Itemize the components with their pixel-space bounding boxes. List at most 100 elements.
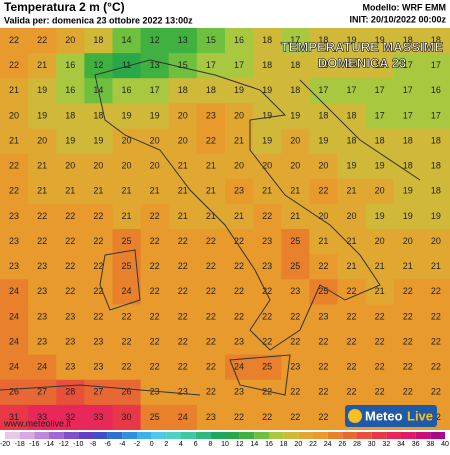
legend-label: -4 xyxy=(119,441,125,448)
temp-value: 18 xyxy=(318,110,328,120)
temp-value: 22 xyxy=(206,336,216,346)
temp-value: 21 xyxy=(290,186,300,196)
temp-cell xyxy=(56,178,85,205)
temp-cell xyxy=(365,53,395,79)
temp-cell xyxy=(84,379,113,406)
legend-swatch xyxy=(430,432,445,439)
temp-value: 20 xyxy=(150,135,160,145)
temp-value: 19 xyxy=(347,161,357,171)
temp-value: 22 xyxy=(93,211,103,221)
temp-value: 24 xyxy=(9,336,19,346)
temp-cell xyxy=(56,304,85,330)
temp-value: 22 xyxy=(262,412,272,422)
temp-cell xyxy=(337,304,367,330)
temp-value: 22 xyxy=(93,261,103,271)
temp-value: 23 xyxy=(318,311,328,321)
temp-cell xyxy=(84,329,113,356)
temp-value: 20 xyxy=(234,110,244,120)
temp-cell xyxy=(0,354,29,381)
temp-value: 22 xyxy=(206,286,216,296)
temp-value: 24 xyxy=(37,362,47,372)
temp-cell xyxy=(28,254,57,280)
temp-value: 25 xyxy=(290,261,300,271)
temp-value: 20 xyxy=(290,161,300,171)
temp-value: 23 xyxy=(9,236,19,246)
temp-cell xyxy=(281,354,310,381)
legend-swatch xyxy=(298,432,313,439)
temp-cell xyxy=(196,304,226,330)
temp-cell xyxy=(253,304,282,330)
temp-cell xyxy=(337,354,367,381)
temp-value: 18 xyxy=(347,135,357,145)
temp-value: 23 xyxy=(37,311,47,321)
temp-value: 19 xyxy=(431,211,441,221)
temp-cell xyxy=(225,178,254,205)
temp-cell xyxy=(253,354,282,381)
temp-value: 18 xyxy=(431,35,441,45)
temp-value: 22 xyxy=(347,387,357,397)
temp-value: 22 xyxy=(122,362,132,372)
temp-cell xyxy=(56,354,85,381)
temp-cell xyxy=(168,329,198,356)
temp-value: 25 xyxy=(262,362,272,372)
temp-value: 20 xyxy=(234,161,244,171)
logo-live: Live xyxy=(407,408,433,423)
temp-value: 27 xyxy=(93,387,103,397)
temp-value: 22 xyxy=(318,362,328,372)
temp-value: 22 xyxy=(290,311,300,321)
temp-cell xyxy=(393,254,423,280)
temp-value: 11 xyxy=(122,60,131,70)
temp-cell xyxy=(281,53,310,79)
temp-value: 22 xyxy=(375,311,385,321)
temp-cell xyxy=(196,229,226,255)
temp-cell xyxy=(112,229,142,255)
temp-value: 18 xyxy=(318,35,328,45)
temp-value: 17 xyxy=(206,60,216,70)
temp-cell xyxy=(0,178,29,205)
temp-cell xyxy=(56,279,85,305)
temp-value: 19 xyxy=(262,110,272,120)
temp-cell xyxy=(84,354,113,381)
temp-value: 23 xyxy=(65,336,75,346)
temp-cell xyxy=(84,229,113,255)
temp-cell xyxy=(309,254,338,280)
temp-value: 20 xyxy=(318,161,328,171)
temp-cell xyxy=(196,103,226,129)
temp-cell xyxy=(309,78,338,104)
temp-value: 17 xyxy=(347,85,357,95)
temp-value: 17 xyxy=(375,110,385,120)
temp-cell xyxy=(365,153,395,180)
temp-cell xyxy=(225,229,254,255)
temp-value: 17 xyxy=(403,85,413,95)
temp-value: 20 xyxy=(375,186,385,196)
temp-cell xyxy=(281,279,310,305)
temp-value: 22 xyxy=(234,236,244,246)
temp-value: 22 xyxy=(65,211,75,221)
temp-cell xyxy=(421,28,450,54)
temp-cell xyxy=(140,304,170,330)
temp-cell xyxy=(225,279,254,305)
temp-cell xyxy=(56,53,85,79)
temp-value: 22 xyxy=(206,311,216,321)
temp-cell xyxy=(337,229,367,255)
temp-value: 22 xyxy=(403,336,413,346)
temp-value: 16 xyxy=(431,85,441,95)
temp-cell xyxy=(309,354,338,381)
legend-label: 12 xyxy=(236,441,244,448)
temp-value: 19 xyxy=(150,110,160,120)
temp-cell xyxy=(393,203,423,230)
temp-value: 21 xyxy=(262,186,272,196)
temp-value: 20 xyxy=(318,211,328,221)
temp-cell xyxy=(196,379,226,406)
temp-cell xyxy=(365,354,395,381)
temp-cell xyxy=(421,304,450,330)
temp-cell xyxy=(365,103,395,129)
temp-cell xyxy=(365,229,395,255)
temp-value: 21 xyxy=(37,186,47,196)
legend-swatch xyxy=(122,432,137,439)
temp-value: 22 xyxy=(347,286,357,296)
temp-cell xyxy=(225,329,254,356)
temp-cell xyxy=(281,304,310,330)
temp-cell xyxy=(393,28,423,54)
temp-cell xyxy=(196,28,226,54)
